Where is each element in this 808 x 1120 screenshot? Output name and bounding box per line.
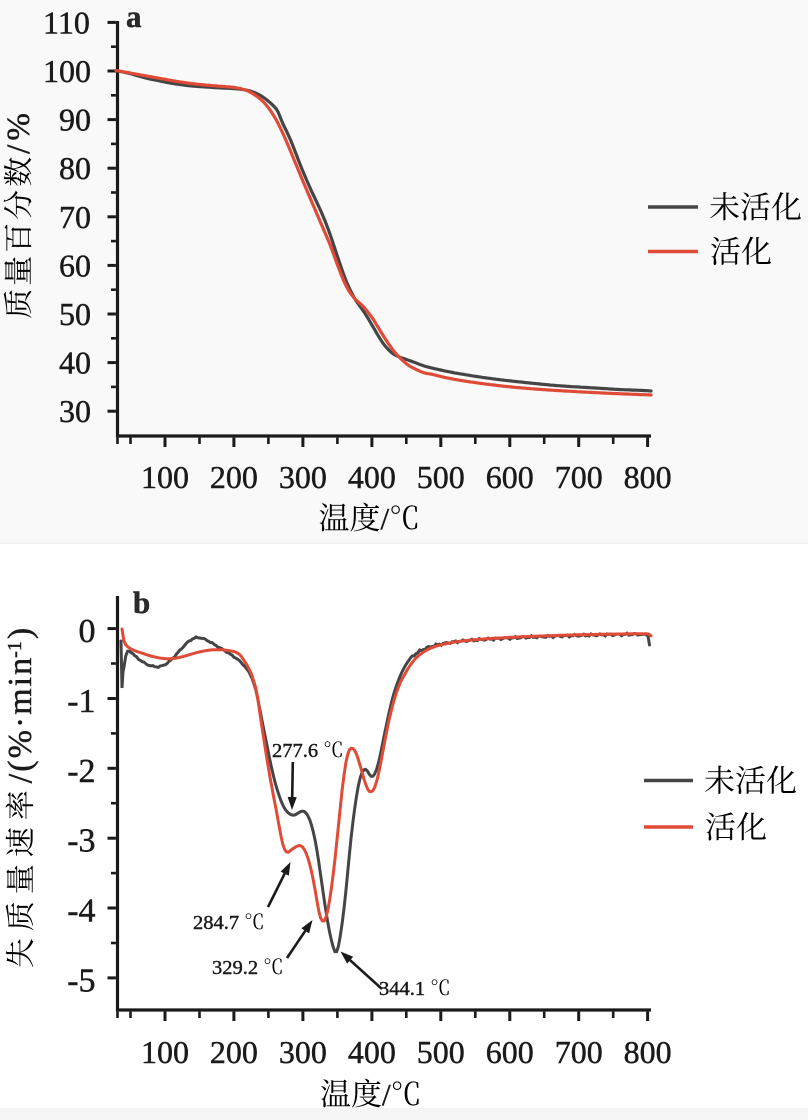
svg-text:/: /	[381, 501, 390, 536]
svg-text:700: 700	[555, 459, 603, 495]
svg-text:400: 400	[348, 459, 396, 495]
svg-text:600: 600	[486, 1034, 534, 1070]
svg-text:-2: -2	[67, 753, 95, 790]
svg-text:100: 100	[141, 459, 189, 495]
svg-text:500: 500	[417, 459, 465, 495]
svg-text:100: 100	[43, 53, 91, 89]
svg-text:90: 90	[59, 102, 91, 138]
svg-text:): )	[2, 628, 39, 639]
svg-text:a: a	[126, 0, 142, 34]
svg-text:/(%·min: /(%·min	[2, 656, 39, 783]
svg-text:284.7: 284.7	[193, 912, 239, 934]
svg-text:110: 110	[43, 4, 90, 40]
svg-text:300: 300	[279, 459, 327, 495]
svg-text:500: 500	[417, 1034, 465, 1070]
svg-text:700: 700	[555, 1034, 603, 1070]
svg-text:800: 800	[624, 459, 672, 495]
svg-text:800: 800	[624, 1034, 672, 1070]
svg-text:400: 400	[348, 1034, 396, 1070]
svg-text:-1: -1	[4, 641, 26, 658]
svg-text:344.1: 344.1	[379, 978, 425, 1000]
svg-text:200: 200	[210, 459, 258, 495]
svg-text:300: 300	[279, 1034, 327, 1070]
svg-text:/: /	[382, 1077, 391, 1112]
svg-text:329.2: 329.2	[212, 957, 258, 979]
svg-text:-3: -3	[67, 823, 95, 860]
svg-text:40: 40	[59, 345, 91, 381]
svg-text:80: 80	[59, 150, 91, 186]
svg-text:277.6: 277.6	[272, 740, 318, 762]
svg-text:-1: -1	[67, 683, 95, 720]
svg-text:30: 30	[59, 393, 91, 429]
svg-text:60: 60	[59, 247, 91, 283]
svg-text:600: 600	[486, 459, 534, 495]
svg-text:200: 200	[210, 1034, 258, 1070]
svg-text:b: b	[133, 585, 150, 620]
svg-text:0: 0	[79, 613, 96, 650]
svg-text:50: 50	[59, 296, 91, 332]
svg-text:/%: /%	[1, 109, 37, 154]
svg-text:70: 70	[59, 199, 91, 235]
svg-text:-4: -4	[67, 893, 95, 930]
svg-text:-5: -5	[67, 962, 95, 999]
svg-text:100: 100	[141, 1034, 189, 1070]
